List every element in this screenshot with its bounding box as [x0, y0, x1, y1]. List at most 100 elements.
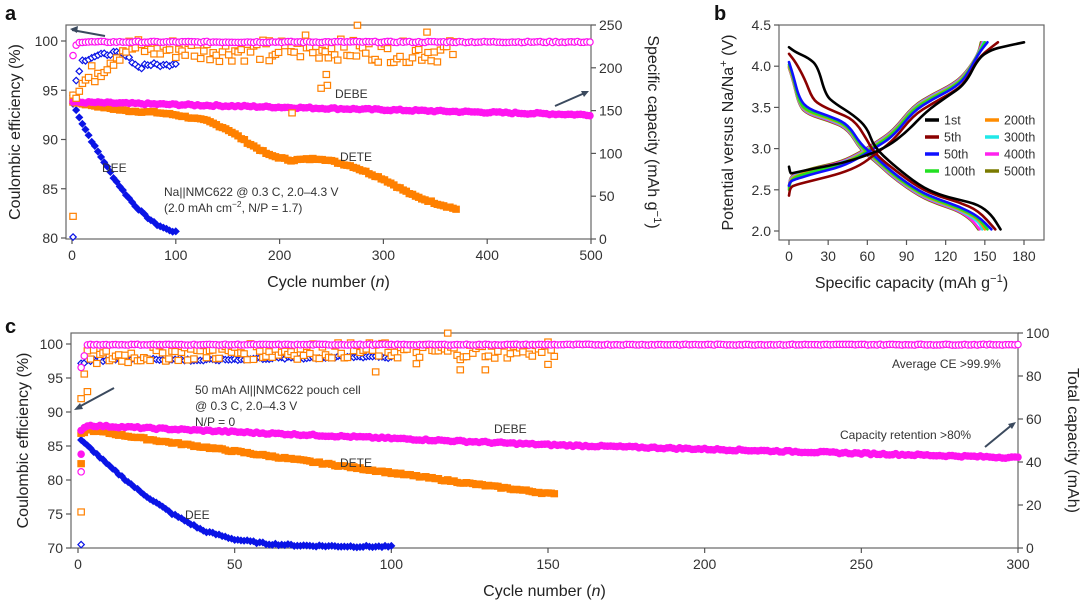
x-tick-label: 60	[860, 248, 876, 264]
y-right-tick-label: 150	[599, 103, 623, 119]
data-point	[83, 388, 92, 396]
data-point	[115, 56, 124, 64]
y-right-tick-label: 50	[599, 188, 615, 204]
data-point	[240, 57, 249, 65]
data-point	[228, 57, 236, 65]
series-dee-capacity	[77, 435, 396, 552]
arrowhead-right-axis	[581, 91, 589, 97]
data-point	[72, 94, 80, 102]
data-point	[78, 119, 87, 128]
y-left-tick-label: 70	[47, 540, 63, 556]
series-debe-capacity	[69, 97, 594, 120]
charge-curve	[787, 41, 1026, 175]
data-point	[427, 57, 435, 65]
annotation-cell: Na||NMC622 @ 0.3 C, 2.0–4.3 V	[164, 185, 339, 199]
y-left-tick-label: 100	[35, 33, 59, 49]
annotation-average-ce: Average CE >99.9%	[892, 357, 1001, 371]
data-point	[301, 31, 310, 39]
x-tick-label: 250	[850, 556, 874, 572]
data-point	[387, 541, 396, 550]
data-point	[93, 147, 102, 156]
data-point	[84, 73, 93, 82]
data-point	[69, 212, 77, 220]
data-point	[165, 46, 174, 54]
y-left-tick-label: 95	[47, 370, 63, 386]
data-point	[393, 354, 402, 362]
panel-label: c	[5, 316, 16, 338]
data-point	[155, 500, 164, 509]
x-tick-label: 0	[74, 556, 82, 572]
data-point	[174, 356, 183, 365]
data-point	[346, 52, 354, 60]
x-tick-label: 200	[268, 247, 292, 263]
data-point	[90, 141, 99, 150]
data-point	[77, 468, 85, 476]
discharge-curve	[787, 45, 1002, 231]
data-point	[202, 354, 211, 362]
y-left-tick-label: 75	[47, 506, 63, 522]
y-left-tick-label: 90	[47, 404, 63, 420]
data-point	[109, 61, 118, 69]
annotation-np: N/P = 0	[195, 415, 235, 429]
y-tick-label: 3.5	[752, 99, 772, 115]
data-point	[249, 355, 258, 364]
legend-label: 1st	[944, 114, 961, 128]
data-point	[237, 46, 245, 54]
plot-frame	[778, 24, 1045, 241]
series-ce-outliers	[77, 329, 552, 549]
data-point	[424, 48, 432, 57]
data-point	[146, 356, 154, 365]
x-tick-label: 50	[227, 556, 243, 572]
data-point	[77, 508, 85, 516]
y-left-tick-label: 80	[47, 472, 63, 488]
series-label-dete: DETE	[340, 150, 372, 164]
y-tick-label: 4.0	[752, 58, 772, 74]
data-point	[506, 350, 515, 358]
data-point	[423, 28, 431, 36]
legend: 1st 5th 50th 100th 200th 300th 400th 500th	[925, 114, 1035, 179]
data-point	[456, 366, 465, 374]
series-label-debe: DEBE	[494, 422, 527, 436]
data-point	[218, 48, 227, 56]
y-right-tick-label: 80	[1026, 368, 1042, 384]
data-point	[112, 177, 121, 186]
data-point	[114, 351, 123, 359]
data-point	[171, 59, 180, 69]
data-point	[72, 106, 81, 115]
plot-frame	[70, 332, 1019, 549]
data-point	[414, 45, 423, 54]
data-point	[321, 48, 330, 56]
data-point	[77, 540, 86, 549]
data-point	[206, 56, 214, 64]
data-point	[361, 49, 370, 57]
data-point	[240, 350, 248, 358]
arrowhead-right-axis	[1008, 422, 1016, 429]
series-label-debe: DEBE	[335, 87, 368, 101]
series-debe-capacity	[77, 421, 1022, 462]
y-right-tick-label: 0	[1026, 540, 1034, 556]
series-dee-ce	[68, 47, 180, 100]
panel-c: c 0 50 100 150 200 250 300 70 75 80 85 90 95 100 0 20 40 6…	[5, 316, 1080, 600]
data-point	[100, 158, 109, 167]
data-point	[103, 162, 112, 171]
data-point	[77, 450, 85, 458]
y-right-tick-label: 20	[1026, 497, 1042, 513]
data-point	[124, 358, 132, 367]
data-point	[333, 56, 342, 64]
data-point	[103, 66, 112, 74]
data-point	[97, 152, 106, 162]
y-right-tick-label: 0	[599, 231, 607, 247]
data-point	[415, 353, 424, 361]
panel-a: a 0 100 200 300 400 500 80 85 90 95 100 0 50 100 150 200…	[5, 3, 663, 291]
y-right-tick-label: 250	[599, 17, 623, 33]
data-point	[190, 52, 199, 60]
data-point	[433, 58, 442, 66]
data-point	[255, 347, 264, 355]
data-point	[315, 354, 324, 363]
y-tick-label: 4.5	[752, 17, 772, 33]
data-point	[196, 54, 205, 63]
x-tick-label: 120	[934, 248, 958, 264]
data-point	[200, 47, 208, 55]
data-point	[290, 48, 298, 56]
data-point	[86, 355, 95, 363]
